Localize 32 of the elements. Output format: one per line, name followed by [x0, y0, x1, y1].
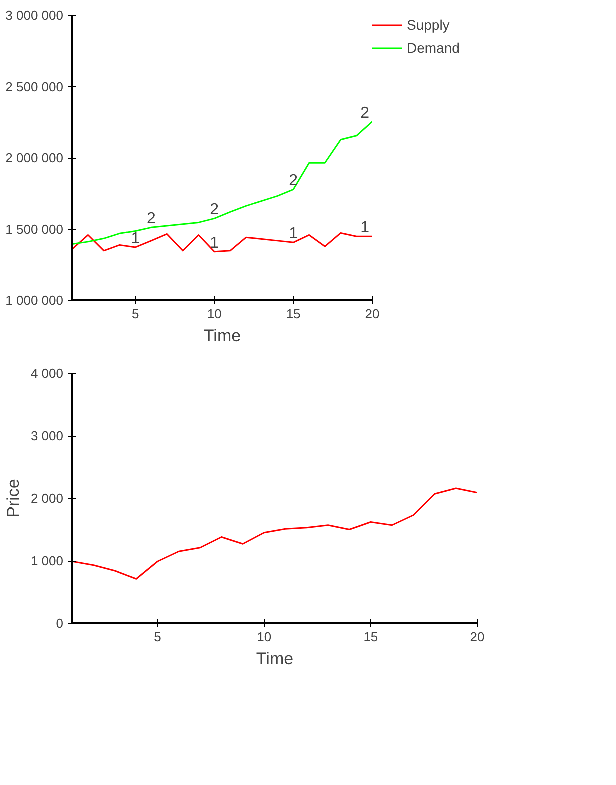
x-axis-title: Time — [204, 326, 242, 346]
annotation: 1 — [131, 230, 140, 248]
y-tick-label: 2 000 — [30, 491, 64, 506]
x-tick-label: 20 — [470, 630, 485, 644]
y-tick-label: 3 000 — [30, 428, 64, 444]
y-tick-label: 4 000 — [30, 366, 64, 381]
y-axis-title: Price — [4, 479, 23, 518]
y-tick-label: 1 000 — [30, 554, 64, 568]
x-tick-label: 5 — [132, 306, 140, 322]
y-tick-label: 1 000 000 — [6, 293, 64, 308]
x-tick-label: 5 — [154, 630, 162, 644]
x-tick-label: 10 — [257, 630, 272, 644]
annotation: 1 — [210, 234, 220, 252]
x-tick-label: 10 — [207, 306, 222, 322]
y-tick-label: 3 000 000 — [6, 8, 64, 23]
legend-label: Supply — [407, 17, 450, 33]
legend-label: Demand — [407, 40, 460, 56]
annotation: 2 — [147, 210, 156, 228]
annotation: 2 — [289, 172, 298, 190]
annotation: 1 — [360, 220, 370, 237]
y-tick-label: 0 — [56, 616, 64, 631]
y-tick-label: 1 500 000 — [6, 222, 64, 237]
x-tick-label: 15 — [364, 630, 378, 644]
annotation: 2 — [210, 202, 220, 219]
x-tick-label: 20 — [365, 306, 380, 322]
annotation: 1 — [289, 226, 298, 243]
x-tick-label: 15 — [286, 306, 301, 322]
annotation: 2 — [360, 104, 370, 122]
y-tick-label: 2 500 000 — [6, 79, 64, 94]
line-series — [72, 488, 478, 580]
x-axis-title: Time — [256, 650, 294, 668]
y-tick-label: 2 000 000 — [6, 150, 64, 166]
